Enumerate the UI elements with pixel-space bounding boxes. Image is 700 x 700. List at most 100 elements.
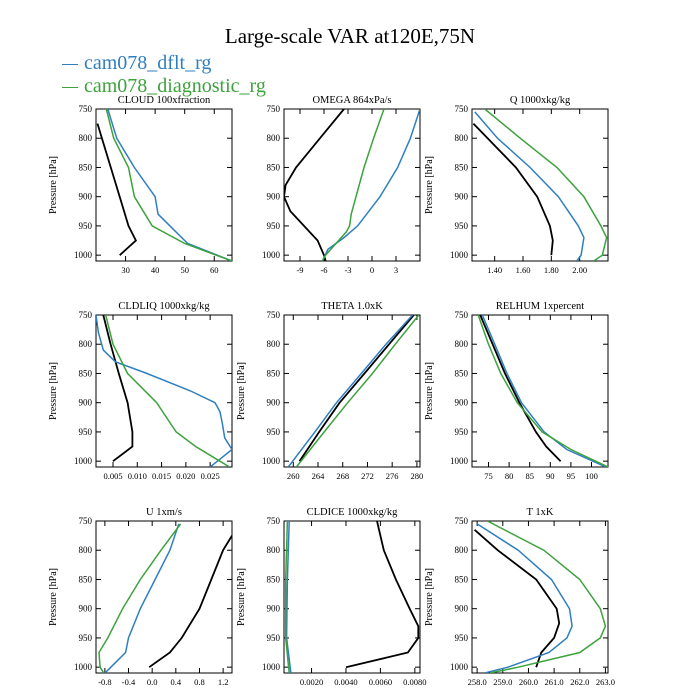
y-tick-label: 1000	[74, 456, 93, 466]
x-tick-label: 264	[312, 471, 326, 481]
panel-title: RELHUM 1xpercent	[496, 301, 584, 312]
legend-entry-dflt: cam078_dflt_rg	[62, 53, 211, 73]
y-tick-label: 950	[455, 427, 469, 437]
x-tick-label: 0.015	[152, 471, 171, 481]
y-tick-label: 850	[79, 368, 93, 378]
x-tick-label: 85	[525, 471, 534, 481]
x-tick-label: 0.4	[171, 677, 182, 687]
x-tick-label: 80	[505, 471, 514, 481]
y-tick-label: 800	[455, 545, 469, 555]
series-line-obs	[474, 529, 561, 668]
series-line-dflt	[285, 521, 292, 673]
series-line-diagnostic	[104, 315, 230, 467]
y-tick-label: 800	[455, 133, 469, 143]
x-tick-label: 50	[180, 265, 189, 275]
legend-label-dflt: cam078_dflt_rg	[84, 52, 212, 74]
series-line-dflt	[287, 315, 414, 467]
y-tick-label: 950	[455, 221, 469, 231]
x-tick-label: 259.0	[493, 677, 512, 687]
series-line-diagnostic	[487, 521, 607, 673]
y-tick-label: 900	[455, 398, 469, 408]
x-tick-label: 258.0	[468, 677, 487, 687]
legend-swatch-dflt	[62, 63, 78, 65]
y-tick-label: 750	[267, 310, 281, 320]
y-tick-label: 750	[455, 310, 469, 320]
x-tick-label: -0.4	[122, 677, 136, 687]
x-tick-label: 0.0	[147, 677, 158, 687]
x-tick-label: 95	[567, 471, 576, 481]
y-axis-label: Pressure [hPa]	[48, 362, 59, 420]
series-line-dflt	[481, 315, 607, 467]
y-axis-label: Pressure [hPa]	[236, 568, 247, 626]
x-tick-label: 60	[210, 265, 219, 275]
y-tick-label: 750	[455, 516, 469, 526]
y-tick-label: 900	[455, 192, 469, 202]
panel-frame	[95, 520, 233, 674]
legend-swatch-diagnostic	[62, 86, 78, 88]
x-tick-label: 1.60	[516, 265, 531, 275]
series-line-dflt	[474, 111, 585, 261]
panel-3: CLDLIQ 1000xkg/kg 750 800 850 900 950 1000 0.00…	[48, 301, 233, 481]
panel-frame	[471, 108, 609, 262]
x-tick-label: 0.0080	[403, 677, 426, 687]
y-tick-label: 800	[455, 339, 469, 349]
panel-frame	[283, 314, 421, 468]
x-tick-label: -6	[320, 265, 327, 275]
x-tick-label: 260	[287, 471, 300, 481]
y-tick-label: 800	[79, 133, 93, 143]
x-tick-label: 0.005	[103, 471, 122, 481]
series-line-diagnostic	[295, 315, 420, 467]
legend-label-diagnostic: cam078_diagnostic_rg	[84, 75, 266, 97]
panel-0: CLOUD 100xfraction 750 800 850 900 950 1000 30 4…	[48, 95, 233, 275]
series-line-obs	[345, 521, 420, 669]
y-tick-label: 900	[267, 604, 281, 614]
y-tick-label: 1000	[262, 662, 281, 672]
series-line-obs	[102, 315, 134, 462]
x-tick-label: 268	[336, 471, 349, 481]
y-tick-label: 1000	[450, 456, 469, 466]
y-axis-label: Pressure [hPa]	[424, 156, 435, 214]
series-line-diagnostic	[484, 109, 608, 261]
y-tick-label: 950	[79, 427, 93, 437]
y-tick-label: 950	[267, 427, 281, 437]
y-tick-label: 1000	[262, 250, 281, 260]
panel-frame	[471, 314, 609, 468]
x-tick-label: 0.0020	[300, 677, 323, 687]
panel-6: U 1xm/s 750 800 850 900 950 1000 -0.8 -0.4 0.0 0.4…	[48, 507, 233, 687]
y-tick-label: 900	[267, 398, 281, 408]
y-axis-label: Pressure [hPa]	[424, 362, 435, 420]
y-tick-label: 950	[79, 633, 93, 643]
panel-title: T 1xK	[527, 507, 554, 518]
series-line-obs	[148, 535, 232, 668]
series-line-diagnostic	[98, 523, 182, 673]
x-tick-label: 40	[151, 265, 160, 275]
y-tick-label: 1000	[74, 662, 93, 672]
x-tick-label: 0.010	[128, 471, 147, 481]
panel-title: OMEGA 864xPa/s	[312, 95, 391, 106]
y-tick-label: 850	[267, 162, 281, 172]
panel-2: Q 1000xkg/kg 750 800 850 900 950 1000 1.40 1.60 1…	[424, 95, 609, 275]
panel-frame	[471, 520, 609, 674]
x-tick-label: 276	[386, 471, 399, 481]
x-tick-label: 0.0060	[369, 677, 392, 687]
x-tick-label: 0.0040	[334, 677, 357, 687]
y-tick-label: 800	[79, 545, 93, 555]
series-line-dflt	[107, 109, 232, 261]
y-tick-label: 850	[455, 368, 469, 378]
panel-4: THETA 1.0xK 750 800 850 900 950 1000 260 264 268 2…	[236, 301, 423, 481]
y-axis-label: Pressure [hPa]	[48, 156, 59, 214]
x-tick-label: 75	[484, 471, 493, 481]
y-tick-label: 1000	[74, 250, 93, 260]
panel-5: RELHUM 1xpercent 750 800 850 900 950 1000 75 80 8…	[424, 301, 609, 481]
series-line-obs	[479, 315, 562, 462]
y-tick-label: 800	[267, 339, 281, 349]
x-tick-label: 1.2	[218, 677, 229, 687]
x-tick-label: 272	[361, 471, 374, 481]
x-tick-label: 1.80	[544, 265, 559, 275]
panel-frame	[95, 314, 233, 468]
y-tick-label: 750	[267, 104, 281, 114]
y-tick-label: 850	[455, 162, 469, 172]
series-line-diagnostic	[321, 109, 385, 261]
panel-frame	[283, 520, 421, 674]
series-line-diagnostic	[284, 521, 290, 673]
